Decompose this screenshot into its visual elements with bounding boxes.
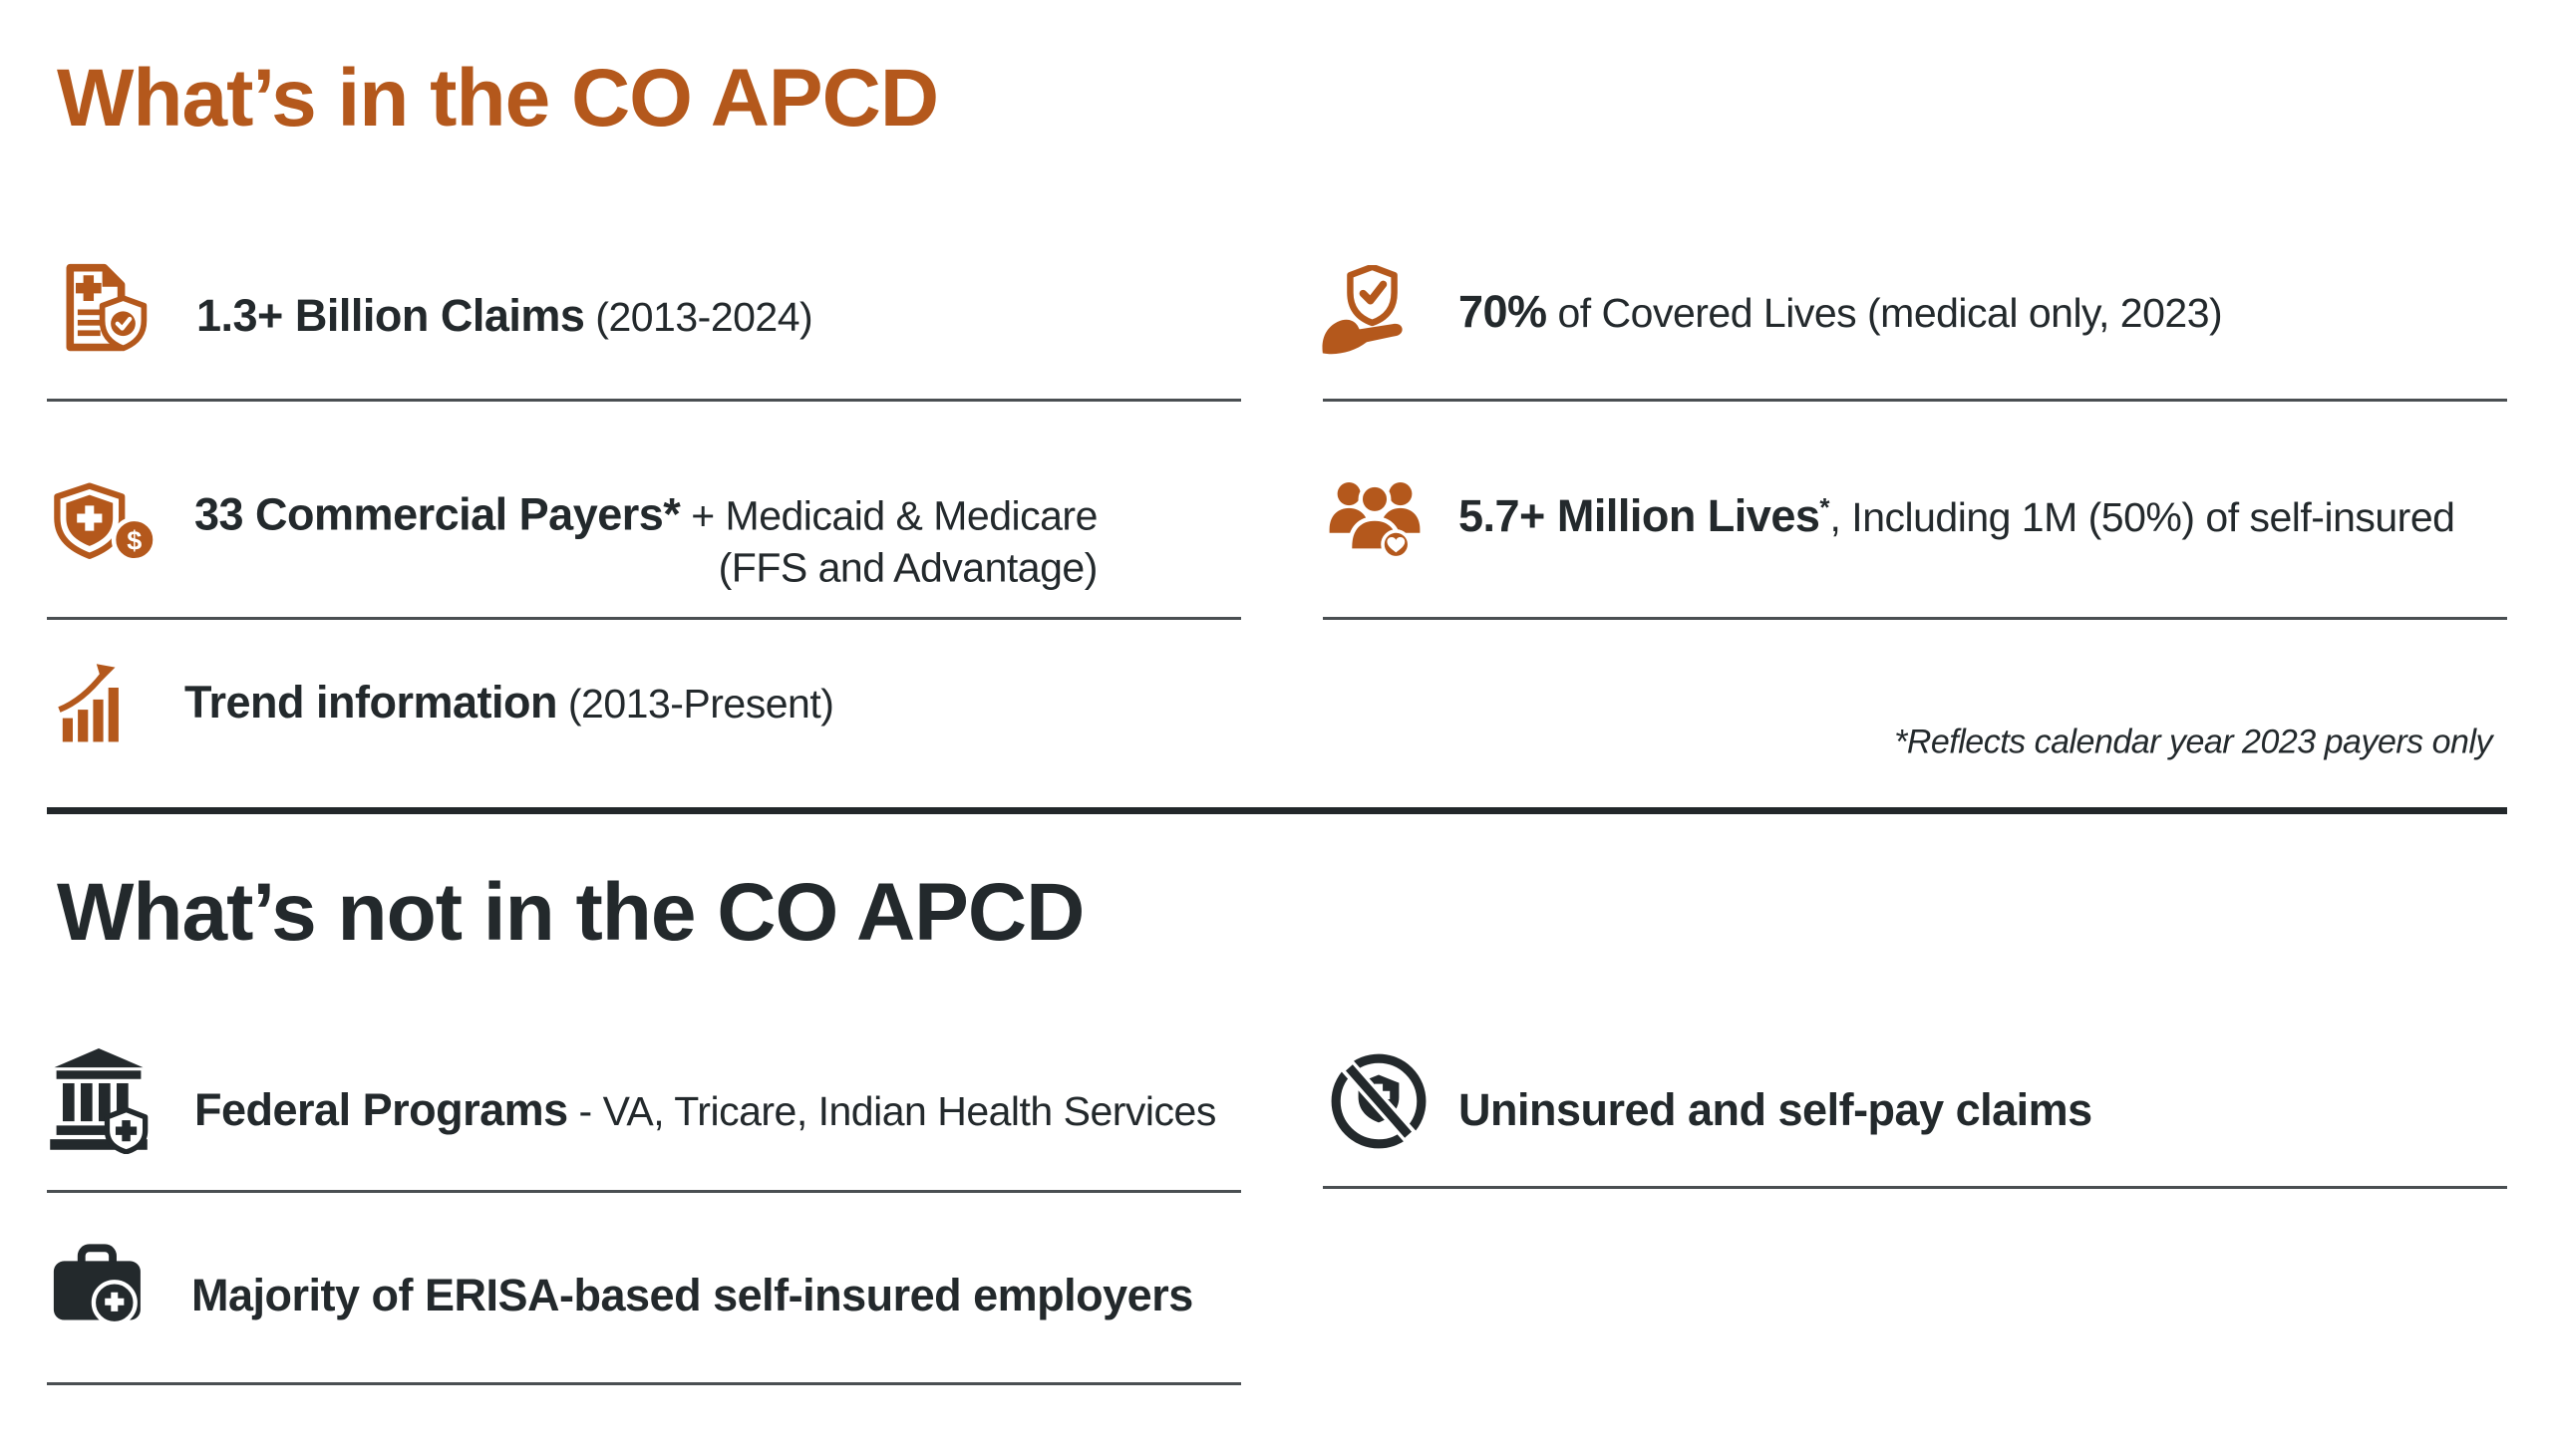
erisa-text: Majority of ERISA-based self-insured emp…	[191, 1268, 1193, 1323]
covered-lives-regular: of Covered Lives (medical only, 2023)	[1546, 289, 2223, 336]
payers-text: 33 Commercial Payers* + Medicaid & Medic…	[194, 486, 1098, 594]
divider-right-2	[1323, 617, 2507, 620]
payers-line2: (FFS and Advantage)	[718, 544, 1099, 591]
svg-text:$: $	[127, 526, 142, 556]
uninsured-text: Uninsured and self-pay claims	[1458, 1082, 2092, 1138]
divider-left-2	[47, 617, 1241, 620]
trend-bar-chart-icon	[56, 660, 141, 749]
payers-regular: + Medicaid & Medicare	[680, 492, 1098, 539]
footnote: *Reflects calendar year 2023 payers only	[1894, 723, 2492, 761]
section-divider	[47, 807, 2507, 814]
trend-text: Trend information (2013-Present)	[184, 675, 834, 730]
whats-in-title: What’s in the CO APCD	[57, 53, 939, 144]
federal-regular: - VA, Tricare, Indian Health Services	[567, 1087, 1217, 1134]
divider-right-3	[1323, 1186, 2507, 1189]
people-group-heart-icon	[1326, 474, 1424, 563]
payers-line1: 33 Commercial Payers* + Medicaid & Medic…	[194, 486, 1098, 542]
covered-lives-text: 70% of Covered Lives (medical only, 2023…	[1458, 284, 2223, 340]
trend-regular: (2013-Present)	[557, 680, 834, 727]
claims-regular: (2013-2024)	[584, 293, 813, 340]
million-lives-asterisk: *	[1819, 491, 1830, 522]
federal-text: Federal Programs - VA, Tricare, Indian H…	[194, 1082, 1216, 1138]
hand-shield-check-icon	[1321, 265, 1413, 357]
covered-lives-bold: 70%	[1458, 285, 1547, 337]
million-lives-regular: , Including 1M (50%) of self-insured	[1829, 493, 2455, 540]
medical-claims-shield-icon	[57, 262, 152, 357]
erisa-bold: Majority of ERISA-based self-insured emp…	[191, 1269, 1193, 1320]
trend-bold: Trend information	[184, 676, 558, 728]
million-lives-bold: 5.7+ Million Lives	[1458, 489, 1820, 541]
no-insurance-icon	[1328, 1050, 1430, 1152]
million-lives-text: 5.7+ Million Lives*, Including 1M (50%) …	[1458, 488, 2455, 544]
government-building-shield-icon	[46, 1048, 152, 1154]
divider-right-1	[1323, 399, 2507, 402]
federal-bold: Federal Programs	[194, 1083, 568, 1135]
divider-left-1	[47, 399, 1241, 402]
shield-cross-dollar-icon: $	[52, 482, 160, 572]
claims-bold: 1.3+ Billion Claims	[196, 289, 585, 341]
divider-left-3	[47, 1190, 1241, 1193]
payers-bold: 33 Commercial Payers*	[194, 488, 681, 540]
uninsured-bold: Uninsured and self-pay claims	[1458, 1083, 2092, 1135]
divider-left-4	[47, 1382, 1241, 1385]
whats-not-in-title: What’s not in the CO APCD	[57, 867, 1085, 958]
medical-briefcase-plus-icon	[52, 1244, 148, 1330]
claims-text: 1.3+ Billion Claims (2013-2024)	[196, 288, 813, 344]
